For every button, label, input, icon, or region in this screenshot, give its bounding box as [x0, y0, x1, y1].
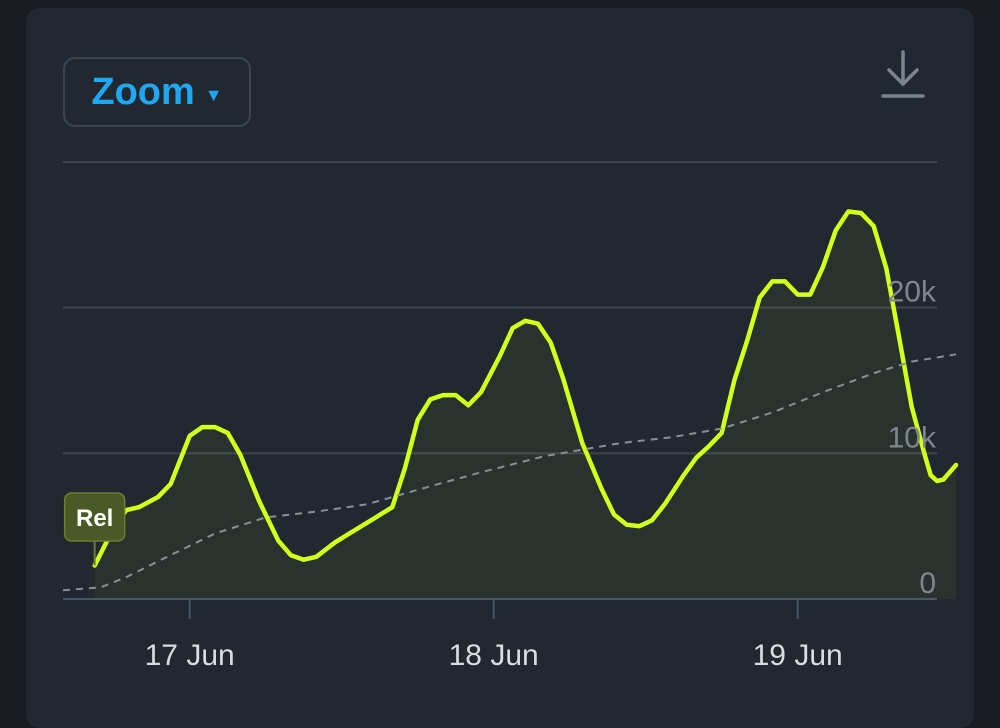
- line-chart: 17 Jun 18 Jun 19 Jun 0 10k 20k Rel: [62, 161, 959, 672]
- y-tick-label: 20k: [888, 276, 937, 309]
- zoom-dropdown-button[interactable]: Zoom ▼: [63, 57, 251, 127]
- download-icon[interactable]: [880, 48, 926, 104]
- release-marker-label: Rel: [76, 505, 113, 532]
- zoom-label: Zoom: [91, 70, 195, 113]
- release-marker: [63, 492, 126, 542]
- series-area: [94, 211, 956, 599]
- trend-line-dashed: [62, 353, 957, 592]
- y-tick-label: 0: [919, 567, 936, 600]
- x-tick-label: 18 Jun: [449, 639, 539, 672]
- x-tick-label: 17 Jun: [145, 639, 235, 672]
- series-line: [92, 209, 959, 568]
- x-tick-label: 19 Jun: [753, 639, 843, 672]
- y-tick-label: 10k: [888, 421, 937, 454]
- chart-card: [26, 8, 974, 728]
- chevron-down-icon: ▼: [204, 84, 223, 105]
